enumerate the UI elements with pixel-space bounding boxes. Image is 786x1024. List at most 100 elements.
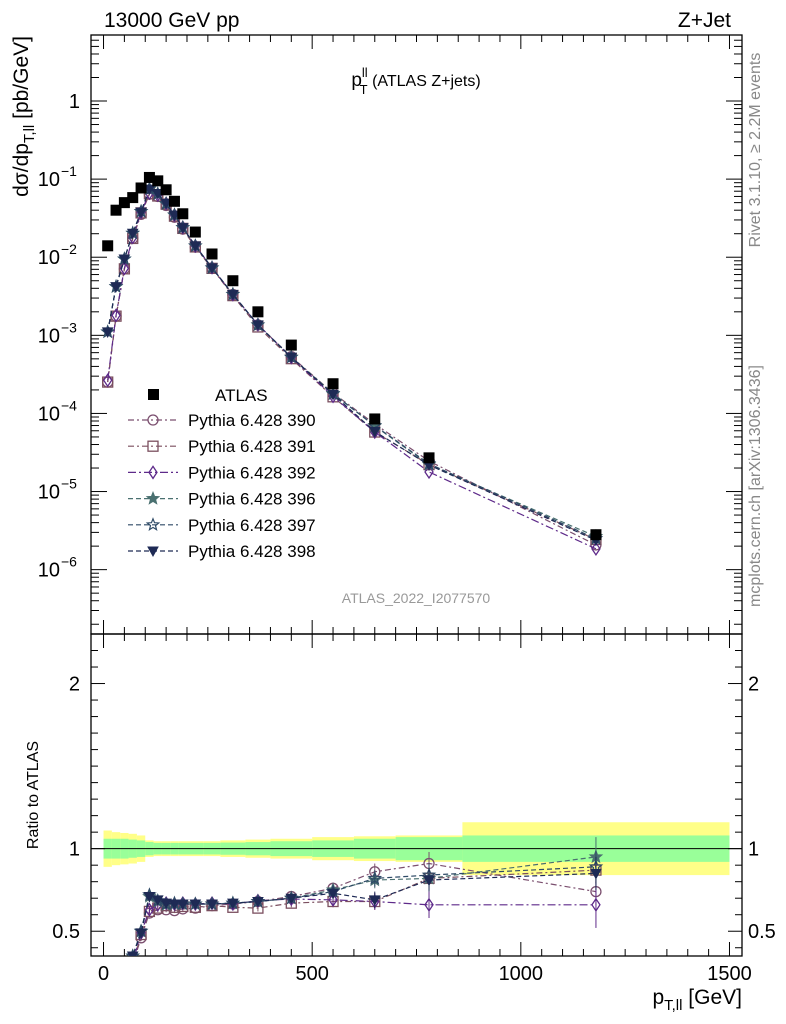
- mc-curve: [107, 192, 597, 550]
- y-tick-exponent: −4: [61, 397, 77, 413]
- ratio-point: [119, 976, 130, 987]
- ratio-point: [591, 897, 601, 912]
- x-tick-label: 1000: [499, 963, 544, 985]
- mc-point: [424, 464, 434, 480]
- mc-curve: [107, 188, 597, 538]
- x-tick-label: 1500: [707, 963, 752, 985]
- ratio-point: [119, 978, 129, 987]
- atlas-data-point: [327, 378, 339, 390]
- ratio-curve: [133, 898, 596, 956]
- legend-atlas-label: ATLAS: [215, 386, 268, 405]
- y-tick-label: 10: [38, 403, 60, 425]
- atlas-data-point: [135, 182, 147, 194]
- y-tick-label: 10: [38, 325, 60, 347]
- ratio-point: [119, 976, 130, 987]
- main-y-axis-label: dσ/dpT,ll [pb/GeV]: [10, 36, 38, 197]
- atlas-data-point: [369, 413, 381, 425]
- ratio-y-tick-label: 0.5: [52, 921, 80, 943]
- ratio-point: [176, 899, 189, 911]
- atlas-data-point: [110, 204, 122, 216]
- mc-curve: [107, 188, 597, 541]
- plot-title: pll T (ATLAS Z+jets): [351, 65, 480, 97]
- mc-point: [111, 308, 121, 323]
- ratio-point: [160, 898, 172, 910]
- ratio-point: [135, 928, 147, 939]
- ratio-point: [590, 868, 602, 880]
- ratio-point: [128, 959, 138, 969]
- ratio-point: [189, 899, 202, 911]
- ratio-point: [252, 897, 264, 908]
- mc-point: [327, 389, 339, 401]
- mc-point: [252, 320, 264, 331]
- ratio-point: [103, 997, 113, 1006]
- atlas-data-point: [177, 208, 189, 220]
- mc-point: [168, 210, 181, 222]
- atlas-data-point: [227, 275, 239, 287]
- atlas-data-point: [252, 306, 264, 318]
- ratio-point: [368, 895, 381, 906]
- ratio-point: [103, 1006, 113, 1016]
- legend-marker: [147, 546, 159, 558]
- ratio-point: [111, 992, 121, 1001]
- y-tick-exponent: −5: [61, 476, 77, 492]
- ratio-point: [102, 995, 113, 1006]
- x-tick-label: 0: [98, 963, 109, 985]
- mc-point: [118, 254, 131, 265]
- y-tick-exponent: −1: [61, 163, 77, 179]
- y-tick-label: 10: [38, 169, 60, 191]
- ratio-y-tick-label: 2: [69, 674, 80, 696]
- y-tick-label: 10: [38, 482, 60, 504]
- mc-point: [176, 223, 189, 234]
- mc-curve: [107, 192, 597, 540]
- ratio-point: [110, 990, 121, 1001]
- x-tick-label: 500: [295, 963, 328, 985]
- ratio-point: [144, 902, 155, 917]
- ratio-point: [143, 892, 156, 903]
- ratio-point: [168, 899, 181, 911]
- ratio-point: [327, 888, 339, 900]
- ratio-point: [119, 985, 129, 995]
- ratio-y-tick-label-right: 1: [748, 839, 759, 861]
- atlas-data-point: [102, 240, 114, 252]
- mc-point: [143, 184, 156, 196]
- mc-point: [368, 427, 381, 438]
- ratio-point: [111, 1002, 121, 1012]
- atlas-data-point: [590, 529, 602, 541]
- x-axis-label: pT,ll [GeV]: [652, 986, 742, 1014]
- legend-label: Pythia 6.428 390: [188, 411, 316, 430]
- header-right-label: Z+Jet: [678, 9, 731, 32]
- legend-marker: [145, 517, 161, 531]
- ratio-point: [367, 870, 383, 885]
- mc-point: [227, 289, 239, 301]
- mc-curve: [107, 193, 597, 546]
- mc-curve: [107, 187, 597, 540]
- y-tick-exponent: −2: [61, 241, 77, 257]
- legend-label: Pythia 6.428 397: [188, 516, 316, 535]
- ratio-point: [132, 955, 134, 956]
- ratio-point: [424, 897, 434, 912]
- legend-label: Pythia 6.428 392: [188, 463, 316, 482]
- legend-label: Pythia 6.428 396: [188, 490, 316, 509]
- legend-label: Pythia 6.428 398: [188, 542, 316, 561]
- mc-point: [126, 228, 139, 240]
- ratio-point: [423, 875, 435, 887]
- header-left-label: 13000 GeV pp: [104, 9, 239, 32]
- ratio-y-tick-label-right: 2: [748, 674, 759, 696]
- ratio-curve: [134, 869, 596, 956]
- ratio-point: [111, 1002, 121, 1012]
- legend-marker: [148, 465, 158, 480]
- analysis-watermark: ATLAS_2022_I2077570: [342, 590, 491, 606]
- atlas-data-point: [127, 192, 139, 204]
- atlas-data-point: [168, 195, 180, 207]
- atlas-data-point: [189, 226, 201, 238]
- legend-label: Pythia 6.428 391: [188, 437, 316, 456]
- legend-marker: [147, 414, 159, 426]
- ratio-point: [119, 985, 129, 995]
- atlas-data-point: [152, 175, 164, 187]
- ratio-y-tick-label-right: 0.5: [748, 921, 776, 943]
- y-tick-label: 10: [38, 247, 60, 269]
- atlas-data-point: [118, 197, 130, 209]
- rivet-label: Rivet 3.1.10, ≥ 2.2M events: [747, 53, 764, 248]
- ratio-point: [206, 899, 218, 911]
- y-tick-exponent: −6: [61, 554, 77, 570]
